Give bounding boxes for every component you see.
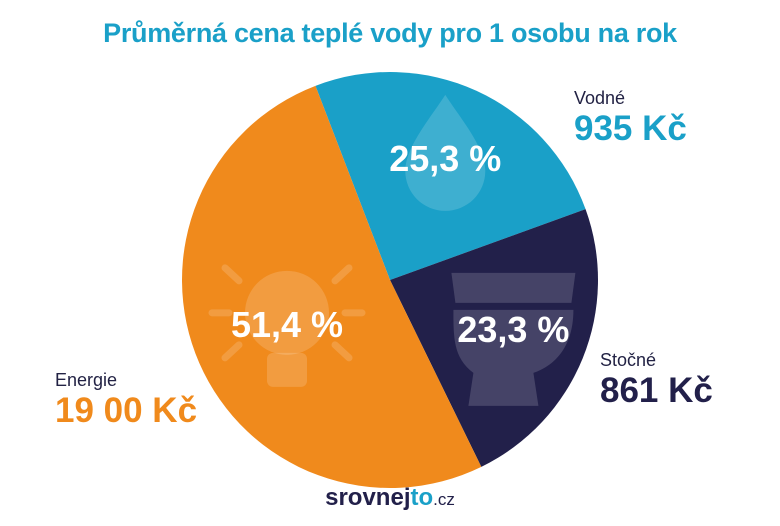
legend-vodne-name: Vodné (574, 88, 626, 108)
water-drop-icon (405, 94, 486, 211)
legend-energie-amount: 19 00 Kč (55, 391, 198, 430)
legend-energie-name: Energie (55, 370, 118, 390)
legend-vodne: Vodné 935 Kč (574, 88, 687, 149)
toilet-icon (451, 272, 576, 406)
chart-title: Průměrná cena teplé vody pro 1 osobu na … (103, 18, 677, 48)
legend-stocne: Stočné 861 Kč (600, 350, 713, 411)
pie-slice-group: 23,3 % (390, 209, 598, 467)
brand-logo: srovnejto.cz (0, 484, 780, 512)
brand-accent: to (410, 484, 434, 511)
slice-label-energie: 51,4 % (231, 304, 343, 345)
pie-slice-vodné (315, 72, 586, 281)
pie-slice-energie (182, 85, 482, 488)
pie-slice-group: 51,4 % (182, 85, 482, 488)
light-bulb-icon (208, 264, 366, 387)
slice-label-vodné: 25,3 % (389, 138, 501, 179)
legend-stocne-name: Stočné (600, 350, 657, 370)
slice-label-stočné: 23,3 % (457, 309, 569, 350)
pie-slice-stočné (390, 209, 598, 467)
pie-slice-group: 25,3 % (315, 72, 586, 281)
legend-stocne-amount: 861 Kč (600, 371, 713, 410)
legend-vodne-amount: 935 Kč (574, 109, 687, 148)
brand-tld: .cz (433, 490, 455, 509)
legend-energie: Energie 19 00 Kč (55, 370, 197, 431)
brand-name: srovnej (325, 484, 411, 511)
